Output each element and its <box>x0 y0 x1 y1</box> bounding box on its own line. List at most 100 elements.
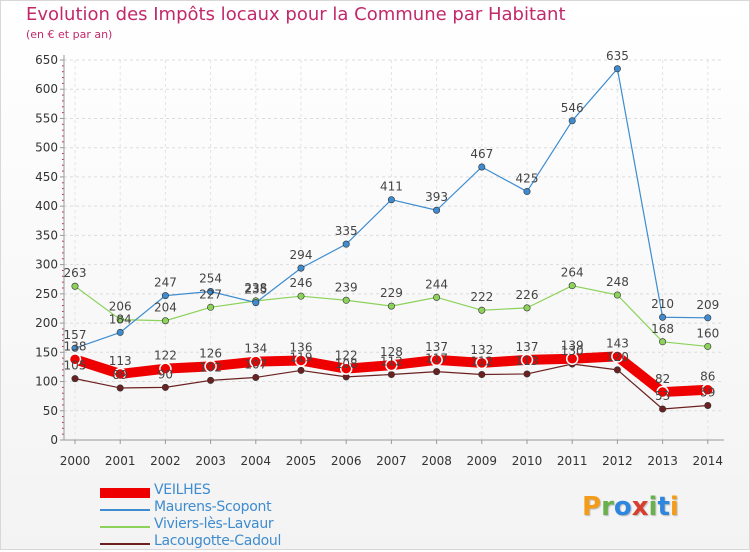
data-point-maurens-scopont <box>116 328 124 336</box>
data-label-viviers-les-lavaur: 168 <box>651 322 674 336</box>
data-point-veilhes <box>385 358 398 372</box>
y-tick-label: 150 <box>35 345 58 359</box>
data-point-lacougotte-cadoul <box>523 370 531 378</box>
data-label-lacougotte-cadoul: 117 <box>425 352 448 366</box>
data-label-maurens-scopont: 210 <box>651 297 674 311</box>
data-label-lacougotte-cadoul: 59 <box>700 386 715 400</box>
chart-title: Evolution des Impôts locaux pour la Comm… <box>26 4 566 25</box>
data-label-veilhes: 139 <box>561 339 584 353</box>
data-point-veilhes <box>475 356 489 370</box>
y-tick-label: 250 <box>35 287 58 301</box>
data-point-veilhes <box>611 350 624 363</box>
data-label-viviers-les-lavaur: 239 <box>335 280 358 294</box>
data-point-viviers-les-lavaur <box>478 306 486 314</box>
x-tick-label: 2002 <box>150 454 181 468</box>
data-point-viviers-les-lavaur <box>297 292 305 300</box>
data-point-veilhes <box>204 360 217 373</box>
data-point-maurens-scopont <box>613 65 621 73</box>
y-tick-label: 50 <box>43 404 58 418</box>
data-point-veilhes <box>113 367 127 381</box>
data-label-lacougotte-cadoul: 119 <box>290 350 313 364</box>
data-label-viviers-les-lavaur: 244 <box>425 277 448 291</box>
data-point-lacougotte-cadoul <box>704 402 712 410</box>
data-label-maurens-scopont: 425 <box>516 172 539 186</box>
x-tick-label: 2004 <box>241 454 272 468</box>
data-label-lacougotte-cadoul: 107 <box>244 357 267 371</box>
data-label-maurens-scopont: 235 <box>244 283 267 297</box>
data-point-veilhes <box>520 353 534 367</box>
data-point-viviers-les-lavaur <box>207 303 215 311</box>
data-point-viviers-les-lavaur <box>568 282 576 290</box>
data-label-viviers-les-lavaur: 206 <box>109 300 132 314</box>
data-label-viviers-les-lavaur: 222 <box>470 290 493 304</box>
data-label-maurens-scopont: 209 <box>696 298 719 312</box>
data-label-maurens-scopont: 184 <box>109 312 132 326</box>
x-tick-label: 2007 <box>376 454 407 468</box>
data-point-lacougotte-cadoul <box>161 383 169 391</box>
data-point-veilhes <box>339 362 353 375</box>
legend-label-maurens-scopont: Maurens-Scopont <box>154 499 272 515</box>
logo-letter: r <box>601 492 614 522</box>
data-label-viviers-les-lavaur: 227 <box>199 287 222 301</box>
data-point-maurens-scopont <box>297 264 305 272</box>
data-point-lacougotte-cadoul <box>433 368 441 376</box>
x-tick-label: 2000 <box>60 454 91 468</box>
line-chart: 0 50 100 150 200 250 300 350 400 450 500 550 600 650 2… <box>35 49 724 468</box>
data-label-viviers-les-lavaur: 204 <box>154 301 177 315</box>
data-point-maurens-scopont <box>161 292 169 300</box>
data-label-veilhes: 113 <box>109 354 132 368</box>
y-tick-label: 450 <box>35 170 58 184</box>
data-label-lacougotte-cadoul: 130 <box>561 344 584 358</box>
legend-swatch-veilhes <box>100 488 150 498</box>
data-label-lacougotte-cadoul: 89 <box>113 368 128 382</box>
x-tick-label: 2001 <box>105 454 136 468</box>
data-label-lacougotte-cadoul: 90 <box>158 367 173 381</box>
data-label-maurens-scopont: 254 <box>199 272 222 286</box>
label-layer: 105 89 90 102 107 119 108 112 117 112 113 130 120 53 5… <box>64 49 720 403</box>
x-tick-label: 2012 <box>602 454 633 468</box>
y-tick-label: 650 <box>35 53 58 67</box>
data-label-viviers-les-lavaur: 238 <box>244 281 267 295</box>
data-point-veilhes <box>249 355 263 368</box>
legend-swatch-lacougotte-cadoul <box>100 543 150 545</box>
x-tick-label: 2009 <box>467 454 498 468</box>
data-label-lacougotte-cadoul: 112 <box>470 355 493 369</box>
data-point-viviers-les-lavaur <box>523 304 531 312</box>
data-label-veilhes: 132 <box>470 343 493 357</box>
data-label-maurens-scopont: 546 <box>561 101 584 115</box>
data-point-veilhes <box>430 353 443 367</box>
data-label-veilhes: 82 <box>655 372 670 386</box>
legend-swatch-viviers-les-lavaur <box>100 526 150 528</box>
data-label-veilhes: 137 <box>516 340 539 354</box>
data-point-lacougotte-cadoul <box>252 373 260 381</box>
data-point-veilhes <box>159 362 172 375</box>
data-point-veilhes <box>68 353 82 366</box>
data-label-maurens-scopont: 294 <box>290 248 313 262</box>
data-label-viviers-les-lavaur: 160 <box>696 326 719 340</box>
data-label-veilhes: 138 <box>64 339 87 353</box>
data-label-veilhes: 122 <box>335 349 358 363</box>
x-tick-label: 2013 <box>647 454 678 468</box>
data-label-maurens-scopont: 247 <box>154 276 177 290</box>
data-label-maurens-scopont: 635 <box>606 49 629 63</box>
data-label-maurens-scopont: 393 <box>425 190 448 204</box>
data-label-viviers-les-lavaur: 264 <box>561 266 584 280</box>
y-tick-label: 0 <box>50 433 58 447</box>
data-point-maurens-scopont <box>478 163 486 171</box>
data-label-veilhes: 128 <box>380 345 403 359</box>
data-point-lacougotte-cadoul <box>613 366 621 374</box>
x-tick-label: 2014 <box>693 454 724 468</box>
data-label-maurens-scopont: 467 <box>470 147 493 161</box>
data-label-lacougotte-cadoul: 105 <box>64 359 87 373</box>
data-point-lacougotte-cadoul <box>659 405 667 413</box>
y-tick-label: 200 <box>35 316 58 330</box>
data-point-maurens-scopont <box>342 240 350 248</box>
data-point-viviers-les-lavaur <box>659 338 667 346</box>
data-label-maurens-scopont: 335 <box>335 224 358 238</box>
y-tick-label: 550 <box>35 111 58 125</box>
data-point-viviers-les-lavaur <box>71 282 79 290</box>
data-point-viviers-les-lavaur <box>342 296 350 304</box>
data-label-veilhes: 143 <box>606 336 629 350</box>
logo-letter: o <box>613 492 632 522</box>
data-point-maurens-scopont <box>568 117 576 125</box>
